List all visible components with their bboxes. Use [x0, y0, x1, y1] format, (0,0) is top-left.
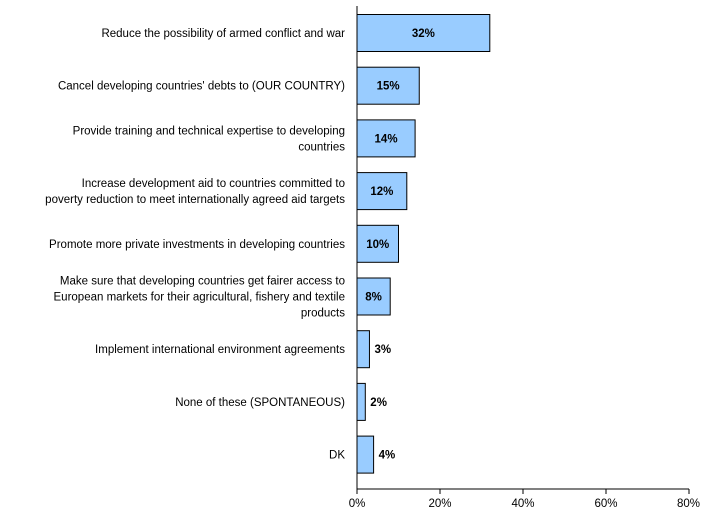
value-label: 32%	[412, 28, 435, 40]
category-labels: Reduce the possibility of armed conflict…	[45, 28, 345, 462]
category-label: Provide training and technical expertise…	[73, 125, 346, 153]
value-label: 2%	[370, 397, 387, 409]
x-tick-label: 0%	[349, 498, 366, 510]
category-label: Make sure that developing countries get …	[54, 276, 346, 320]
category-label: Implement international environment agre…	[95, 344, 345, 356]
category-label: Promote more private investments in deve…	[49, 239, 345, 251]
bar	[356, 66, 420, 105]
category-label: Reduce the possibility of armed conflict…	[101, 28, 345, 40]
bar	[356, 435, 375, 474]
category-label-line: Reduce the possibility of armed conflict…	[101, 28, 345, 40]
category-label-line: products	[301, 308, 345, 320]
value-label: 14%	[375, 133, 398, 145]
category-label-line: Provide training and technical expertise…	[73, 125, 345, 137]
x-tick-label: 40%	[511, 498, 534, 510]
category-label: Cancel developing countries' debts to (O…	[58, 81, 345, 93]
value-label: 8%	[365, 292, 382, 304]
value-label: 3%	[374, 344, 391, 356]
category-label-line: Increase development aid to countries co…	[82, 178, 345, 190]
category-label: Increase development aid to countries co…	[45, 178, 345, 206]
value-label: 10%	[366, 239, 389, 251]
category-label-line: Make sure that developing countries get …	[60, 276, 345, 288]
x-tick-label: 80%	[677, 498, 700, 510]
x-axis: 0% 20% 40% 60% 80%	[349, 6, 700, 510]
value-label: 12%	[370, 186, 393, 198]
category-label-line: Promote more private investments in deve…	[49, 239, 345, 251]
category-label-line: poverty reduction to meet internationall…	[45, 194, 345, 206]
bar	[356, 224, 399, 263]
category-label-line: Cancel developing countries' debts to (O…	[58, 81, 345, 93]
category-label-line: European markets for their agricultural,…	[54, 292, 345, 304]
bar	[356, 172, 408, 211]
bar	[356, 382, 366, 421]
category-label-line: Implement international environment agre…	[95, 344, 345, 356]
value-label: 4%	[379, 450, 396, 462]
bar	[356, 119, 416, 158]
category-label: DK	[329, 450, 345, 462]
bar	[356, 330, 370, 369]
category-label-line: countries	[298, 141, 345, 153]
x-tick-label: 60%	[594, 498, 617, 510]
category-label-line: None of these (SPONTANEOUS)	[175, 397, 345, 409]
value-label: 15%	[377, 81, 400, 93]
bars	[356, 14, 491, 474]
category-label-line: DK	[329, 450, 345, 462]
x-tick-label: 20%	[428, 498, 451, 510]
bar	[356, 14, 491, 52]
category-label: None of these (SPONTANEOUS)	[175, 397, 345, 409]
value-labels: 32% 15% 14% 12% 10% 8% 3% 2% 4%	[365, 28, 435, 462]
